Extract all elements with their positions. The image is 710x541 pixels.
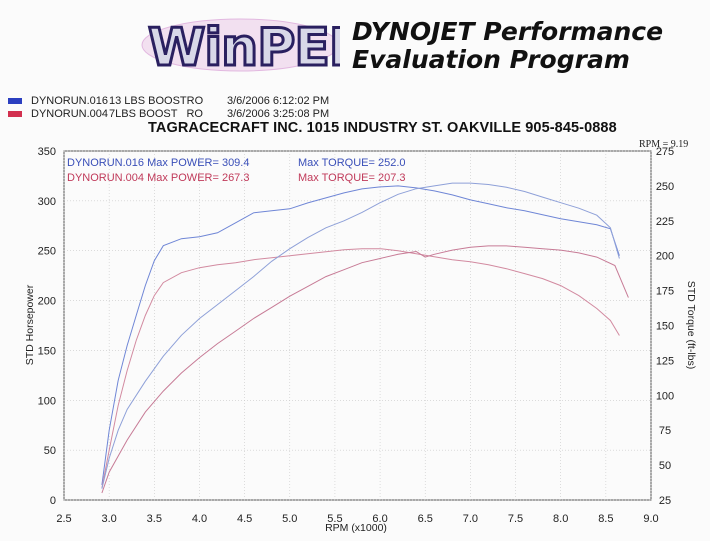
winpep-logo: WinPEP: [141, 17, 340, 73]
run-legend-row: DYNORUN.004 7LBS BOOST RO 3/6/2006 3:25:…: [8, 107, 329, 120]
chart-series: [101, 182, 629, 494]
x-tick-label: 8.5: [598, 513, 613, 525]
app-title: DYNOJET Performance Evaluation Program: [352, 18, 663, 74]
series-line: [101, 185, 620, 486]
run-description: 13 LBS BOOSTRO: [109, 94, 204, 107]
run-color-swatch: [8, 97, 22, 104]
y-tick-label: 300: [38, 196, 56, 208]
x-tick-label: 8.0: [553, 513, 568, 525]
y2-tick-label: 150: [656, 321, 674, 333]
annotation-red-power: DYNORUN.004 Max POWER= 267.3: [67, 172, 249, 184]
run-legend-row: DYNORUN.016 13 LBS BOOSTRO 3/6/2006 6:12…: [8, 94, 329, 107]
rpm-readout: RPM = 9.19: [639, 139, 689, 150]
x-tick-label: 2.5: [56, 513, 71, 525]
x-tick-label: 5.5: [327, 513, 342, 525]
annotation-red-torque: Max TORQUE= 207.3: [298, 172, 406, 184]
y2-tick-label: 200: [656, 251, 674, 263]
x-tick-label: 6.0: [372, 513, 387, 525]
x-tick-label: 3.0: [102, 513, 117, 525]
y-tick-label: 50: [44, 445, 56, 457]
y2-tick-label: 125: [656, 355, 674, 367]
run-color-swatch: [8, 110, 22, 117]
x-axis-title: RPM (x1000): [325, 522, 387, 534]
y2-tick-label: 275: [656, 146, 674, 158]
run-description: 7LBS BOOST RO: [109, 107, 203, 120]
annotation-blue-torque: Max TORQUE= 252.0: [298, 157, 406, 169]
y2-tick-label: 100: [656, 390, 674, 402]
series-line: [101, 182, 620, 489]
y-tick-label: 100: [38, 395, 56, 407]
x-tick-label: 5.0: [282, 513, 297, 525]
chart-grid: [63, 150, 652, 501]
app-title-line1: DYNOJET Performance: [352, 17, 664, 46]
y2-tick-label: 250: [656, 181, 674, 193]
y-tick-label: 350: [38, 146, 56, 158]
series-line: [101, 248, 620, 489]
y2-axis-title: STD Torque (ft-lbs): [685, 281, 697, 370]
logo-text: WinPEP: [148, 18, 340, 73]
y-tick-label: 200: [38, 296, 56, 308]
series-line: [101, 245, 629, 494]
x-tick-label: 7.0: [463, 513, 478, 525]
run-datetime: 3/6/2006 6:12:02 PM: [227, 94, 330, 107]
y-tick-label: 250: [38, 246, 56, 258]
y2-tick-label: 175: [656, 286, 674, 298]
x-tick-label: 7.5: [508, 513, 523, 525]
y-tick-label: 0: [50, 495, 56, 507]
y2-tick-label: 25: [659, 495, 671, 507]
annotation-blue-power: DYNORUN.016 Max POWER= 309.4: [67, 157, 249, 169]
x-tick-label: 4.5: [237, 513, 252, 525]
run-datetime: 3/6/2006 3:25:08 PM: [227, 107, 330, 120]
run-legend: DYNORUN.016 13 LBS BOOSTRO 3/6/2006 6:12…: [8, 94, 329, 120]
x-tick-label: 3.5: [147, 513, 162, 525]
x-tick-label: 9.0: [643, 513, 658, 525]
chart-ticks: 2.5 3.0 3.5 4.0 4.5 5.0 5.5 6.0 6.5 7.0 7.5 8.0 8.5 9…: [38, 146, 675, 525]
app-title-line2: Evaluation Program: [352, 45, 630, 74]
run-file: DYNORUN.016: [31, 94, 109, 107]
y2-tick-label: 50: [659, 460, 671, 472]
shop-header: TAGRACECRAFT INC. 1015 INDUSTRY ST. OAKV…: [148, 120, 617, 136]
y2-tick-label: 225: [656, 216, 674, 228]
run-file: DYNORUN.004: [31, 107, 109, 120]
y-axis-title: STD Horsepower: [24, 284, 36, 365]
y2-tick-label: 75: [659, 425, 671, 437]
y-tick-label: 150: [38, 345, 56, 357]
x-tick-label: 6.5: [418, 513, 433, 525]
x-tick-label: 4.0: [192, 513, 207, 525]
